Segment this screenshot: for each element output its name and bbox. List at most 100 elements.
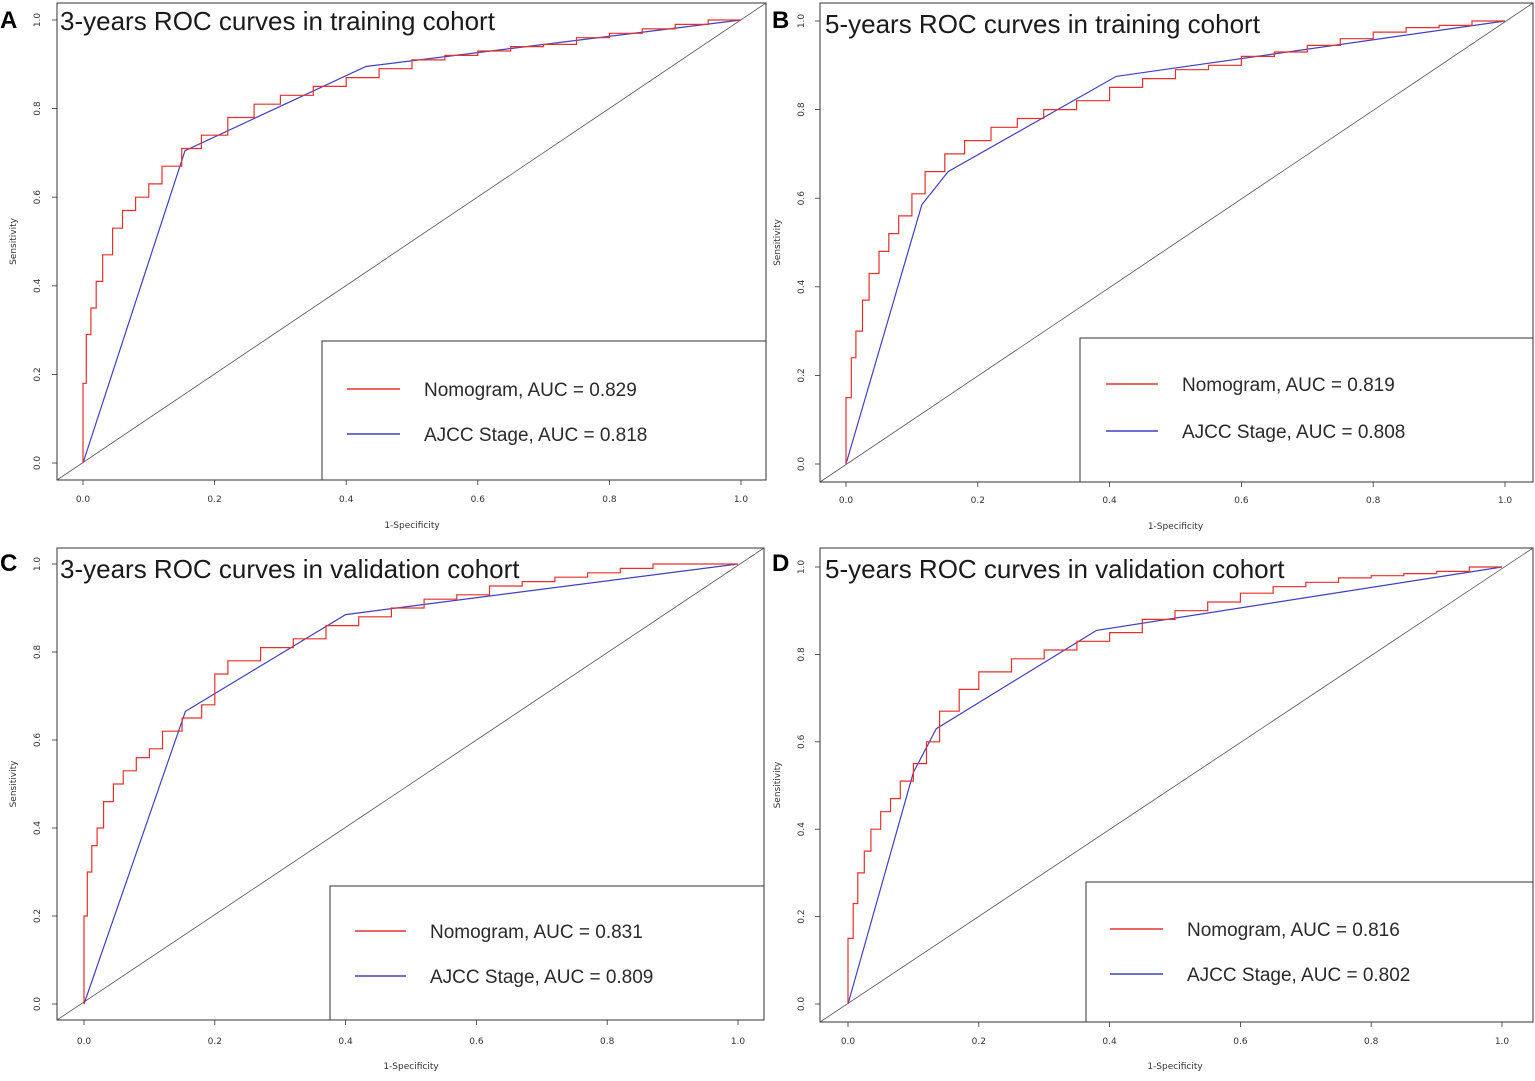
- y-tick-label: 1.0: [797, 560, 807, 575]
- legend-box: [321, 340, 767, 481]
- legend-label-ajcc: AJCC Stage, AUC = 0.802: [1187, 965, 1410, 986]
- x-tick-label: 0.0: [841, 1037, 856, 1047]
- legend-box: [1079, 337, 1534, 483]
- chart-title: 3-years ROC curves in validation cohort: [60, 554, 520, 584]
- panel-label: D: [772, 550, 789, 577]
- y-tick-label: 0.8: [797, 647, 807, 662]
- x-tick-label: 1.0: [734, 495, 749, 505]
- roc-chart: 0.0 0.2 0.4 0.6 0.8 1.0 0.0 0.2 0.4 0.6 0.8 1.0 1-Sp…: [772, 2, 1534, 532]
- y-tick-label: 0.4: [797, 822, 807, 837]
- legend-label-nomogram: Nomogram, AUC = 0.819: [1182, 375, 1395, 396]
- x-tick-label: 0.0: [76, 495, 91, 505]
- y-tick-label: 0.2: [797, 368, 807, 382]
- y-axis-label: Sensitivity: [9, 217, 19, 265]
- legend-label-nomogram: Nomogram, AUC = 0.829: [424, 380, 637, 401]
- x-tick-label: 0.4: [1102, 1037, 1117, 1047]
- y-tick-label: 0.2: [33, 909, 43, 923]
- legend-label-nomogram: Nomogram, AUC = 0.831: [430, 922, 643, 943]
- y-tick-label: 0.0: [33, 997, 43, 1012]
- y-tick-label: 1.0: [797, 14, 807, 29]
- legend-label-nomogram: Nomogram, AUC = 0.816: [1187, 920, 1400, 941]
- x-tick-label: 0.2: [972, 1037, 986, 1047]
- roc-panel-d: 0.0 0.2 0.4 0.6 0.8 1.0 0.0 0.2 0.4 0.6 0.8 1.0 1-Sp…: [768, 540, 1535, 1081]
- chart-title: 3-years ROC curves in training cohort: [60, 6, 496, 36]
- x-tick-label: 0.8: [602, 495, 617, 505]
- x-tick-label: 0.2: [208, 1037, 222, 1047]
- x-tick-label: 1.0: [1495, 1037, 1510, 1047]
- legend-label-ajcc: AJCC Stage, AUC = 0.818: [424, 425, 647, 446]
- y-tick-label: 1.0: [33, 13, 43, 28]
- roc-chart: 0.0 0.2 0.4 0.6 0.8 1.0 0.0 0.2 0.4 0.6 0.8 1.0 1-Sp…: [0, 547, 765, 1072]
- roc-panel-a: 0.0 0.2 0.4 0.6 0.8 1.0 0.0 0.2 0.4 0.6 0.8 1.0 1-Sp…: [0, 0, 768, 540]
- x-tick-label: 0.6: [1234, 496, 1249, 506]
- legend-box: [329, 885, 765, 1021]
- panel-label: A: [0, 7, 17, 34]
- y-tick-label: 0.2: [33, 367, 43, 381]
- legend: Nomogram, AUC = 0.816 AJCC Stage, AUC = 0…: [1085, 881, 1534, 1023]
- y-axis-label: Sensitivity: [773, 761, 783, 809]
- x-tick-label: 0.4: [339, 495, 354, 505]
- x-tick-label: 0.2: [971, 496, 985, 506]
- y-tick-label: 0.8: [33, 645, 43, 660]
- chart-title: 5-years ROC curves in validation cohort: [825, 554, 1285, 584]
- nomogram-roc-line: [847, 566, 1502, 1004]
- roc-panel-c: 0.0 0.2 0.4 0.6 0.8 1.0 0.0 0.2 0.4 0.6 0.8 1.0 1-Sp…: [0, 540, 768, 1081]
- y-tick-label: 0.0: [797, 457, 807, 472]
- y-tick-label: 0.0: [33, 456, 43, 471]
- ajcc-roc-line: [847, 566, 1503, 1005]
- x-tick-label: 0.6: [469, 1037, 484, 1047]
- nomogram-roc-line: [845, 20, 1505, 464]
- x-tick-label: 0.8: [600, 1037, 615, 1047]
- y-tick-label: 0.8: [33, 101, 43, 116]
- y-tick-label: 0.4: [797, 279, 807, 294]
- x-tick-label: 0.4: [338, 1037, 353, 1047]
- roc-chart: 0.0 0.2 0.4 0.6 0.8 1.0 0.0 0.2 0.4 0.6 0.8 1.0 1-Sp…: [772, 547, 1534, 1072]
- x-axis-label: 1-Specificity: [384, 521, 440, 531]
- ajcc-roc-line: [845, 20, 1506, 465]
- y-tick-label: 0.6: [797, 191, 807, 206]
- legend-label-ajcc: AJCC Stage, AUC = 0.809: [430, 967, 653, 988]
- y-tick-label: 0.6: [33, 190, 43, 205]
- y-tick-label: 0.8: [797, 102, 807, 117]
- x-tick-label: 1.0: [1498, 496, 1513, 506]
- y-tick-label: 0.2: [797, 909, 807, 923]
- chart-title: 5-years ROC curves in training cohort: [825, 9, 1261, 39]
- y-tick-label: 1.0: [33, 557, 43, 572]
- y-axis-label: Sensitivity: [773, 218, 783, 266]
- panel-label: C: [0, 550, 17, 577]
- reference-diagonal: [56, 2, 767, 481]
- y-tick-label: 0.4: [33, 278, 43, 293]
- x-axis-label: 1-Specificity: [1147, 1062, 1203, 1072]
- nomogram-roc-line: [83, 563, 738, 1004]
- roc-chart: 0.0 0.2 0.4 0.6 0.8 1.0 0.0 0.2 0.4 0.6 0.8 1.0 1-Sp…: [0, 2, 767, 531]
- x-tick-label: 0.6: [1233, 1037, 1248, 1047]
- x-tick-label: 0.2: [207, 495, 221, 505]
- panel-label: B: [772, 7, 789, 34]
- x-tick-label: 1.0: [731, 1037, 746, 1047]
- x-tick-label: 0.8: [1366, 496, 1381, 506]
- x-tick-label: 0.8: [1364, 1037, 1379, 1047]
- reference-diagonal: [56, 547, 765, 1021]
- legend: Nomogram, AUC = 0.819 AJCC Stage, AUC = 0…: [1079, 337, 1534, 483]
- x-axis-label: 1-Specificity: [1148, 522, 1204, 532]
- legend-box: [1085, 881, 1534, 1023]
- x-tick-label: 0.0: [839, 496, 854, 506]
- x-tick-label: 0.4: [1102, 496, 1117, 506]
- legend: Nomogram, AUC = 0.829 AJCC Stage, AUC = 0…: [321, 340, 767, 481]
- reference-diagonal: [819, 547, 1534, 1023]
- x-axis-label: 1-Specificity: [383, 1062, 439, 1072]
- roc-panel-b: 0.0 0.2 0.4 0.6 0.8 1.0 0.0 0.2 0.4 0.6 0.8 1.0 1-Sp…: [768, 0, 1535, 540]
- legend-label-ajcc: AJCC Stage, AUC = 0.808: [1182, 422, 1405, 443]
- y-axis-label: Sensitivity: [9, 760, 19, 808]
- legend: Nomogram, AUC = 0.831 AJCC Stage, AUC = 0…: [329, 885, 765, 1021]
- ajcc-roc-line: [82, 19, 742, 464]
- ajcc-roc-line: [83, 563, 739, 1005]
- x-tick-label: 0.0: [77, 1037, 92, 1047]
- y-tick-label: 0.6: [33, 733, 43, 748]
- y-tick-label: 0.0: [797, 997, 807, 1012]
- y-tick-label: 0.4: [33, 821, 43, 836]
- reference-diagonal: [819, 2, 1534, 483]
- x-tick-label: 0.6: [471, 495, 486, 505]
- y-tick-label: 0.6: [797, 734, 807, 749]
- nomogram-roc-line: [82, 19, 741, 463]
